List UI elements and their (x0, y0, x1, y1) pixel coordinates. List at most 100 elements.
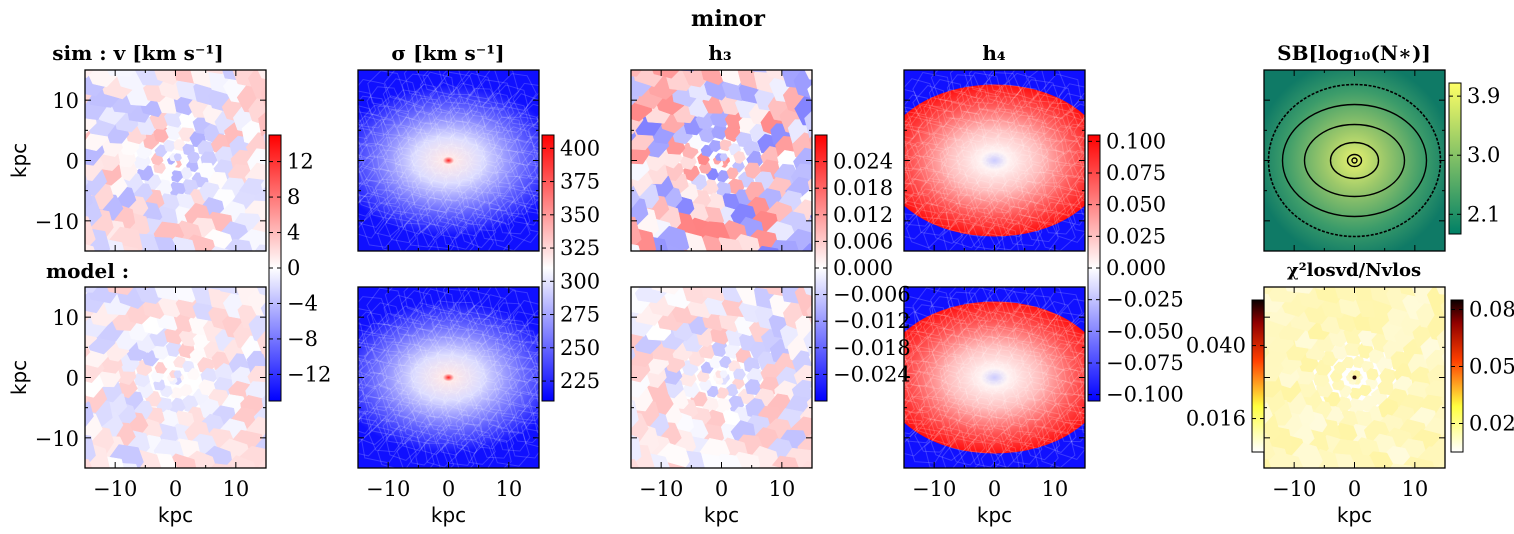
chi2-left-colorbar: 0.016 0.040 (1186, 299, 1265, 453)
h4-colorbar-tick-label: −0.025 (1106, 288, 1184, 312)
x-tick-label: 10 (768, 477, 795, 501)
vel-title: sim : v [km s⁻¹] (52, 41, 223, 65)
chi2-right-colorbar-bar (1450, 299, 1464, 453)
sigma-colorbar: 225 250 275 300 325 350 375 400 (541, 134, 600, 402)
sigma-colorbar-tick-label: 400 (560, 136, 600, 160)
y-tick-label: 0 (66, 367, 79, 391)
panel-ticks (1263, 286, 1446, 469)
h4-sim-map (903, 69, 1086, 252)
x-tick-label: 0 (988, 477, 1001, 501)
axes: −10 0 10 kpc −10 0 10 kpc −10 0 10 kpc −10 0 10 kpc −10 0… (7, 69, 1446, 527)
y-tick-label: −10 (35, 210, 79, 234)
y-tick-label: −10 (35, 427, 79, 451)
h4-title: h₄ (982, 41, 1006, 65)
x-tick-label: 0 (715, 477, 728, 501)
h4-colorbar-tick-label: 0.100 (1106, 129, 1166, 153)
panel-ticks (84, 286, 267, 469)
sigma-colorbar-tick-label: 375 (560, 170, 600, 194)
h3-colorbar-tick-label: 0.006 (833, 229, 893, 253)
map-panels (84, 69, 1446, 469)
x-tick-label: 10 (1041, 477, 1068, 501)
h4-model-map (903, 286, 1086, 469)
panel-ticks (357, 286, 540, 469)
x-axis-label: kpc (704, 503, 739, 527)
y-tick-label: 0 (66, 150, 79, 174)
h4-colorbar: −0.100 −0.075 −0.050 −0.025 0.000 0.025 0.050 0… (1087, 129, 1184, 407)
h3-colorbar-tick-label: 0.024 (833, 150, 893, 174)
h4-colorbar-tick-label: 0.000 (1106, 256, 1166, 280)
h3-colorbar-tick-label: −0.024 (833, 362, 911, 386)
sigma-colorbar-tick-label: 250 (560, 336, 600, 360)
vel-model-map (84, 286, 267, 469)
h4-colorbar-tick-label: −0.050 (1106, 319, 1184, 343)
h4-colorbar-tick-label: 0.025 (1106, 224, 1166, 248)
h4-colorbar-tick-label: −0.075 (1106, 351, 1184, 375)
x-axis-label: kpc (158, 503, 193, 527)
sb-colorbar: 2.1 3.0 3.9 (1448, 82, 1500, 235)
chi2-right-colorbar-tick-label: 0.08 (1469, 298, 1514, 322)
sb-contour (1351, 157, 1358, 164)
sigma-colorbar-tick-label: 275 (560, 303, 600, 327)
vel-colorbar-tick-label: −12 (287, 362, 331, 386)
x-tick-label: 0 (169, 477, 182, 501)
h3-model-map (630, 286, 813, 469)
vel-sim-map (84, 69, 267, 252)
vel-colorbar-tick-label: −4 (287, 291, 318, 315)
x-axis-label: kpc (1337, 503, 1372, 527)
x-tick-label: −10 (639, 477, 683, 501)
sb-contour (1281, 103, 1428, 218)
chi2-left-colorbar-bar (1251, 299, 1265, 453)
colorbars: −12 −8 −4 0 4 8 12 225 250 275 300 325 350 375 400 −0.0… (268, 82, 1514, 453)
sb-colorbar-tick-label: 2.1 (1467, 202, 1500, 226)
panel-ticks (903, 286, 1086, 469)
h3-sim-map (630, 69, 813, 252)
h3-colorbar-tick-label: −0.006 (833, 283, 911, 307)
vel-colorbar-tick-label: 8 (287, 185, 300, 209)
vel-colorbar: −12 −8 −4 0 4 8 12 (268, 134, 331, 402)
chi2-left-colorbar-tick-label: 0.016 (1186, 407, 1246, 431)
h4-colorbar-tick-label: 0.075 (1106, 161, 1166, 185)
chi2-left-colorbar-tick-label: 0.040 (1186, 334, 1246, 358)
vel-colorbar-tick-label: −8 (287, 327, 318, 351)
panel-ticks (630, 286, 813, 469)
h3-colorbar-tick-label: 0.018 (833, 176, 893, 200)
sigma-title: σ [km s⁻¹] (391, 41, 504, 65)
panel-ticks (903, 69, 1086, 252)
model-row-label: model : (46, 259, 129, 283)
y-tick-label: 10 (52, 89, 79, 113)
sb-contour (1346, 153, 1363, 168)
panel-ticks (84, 69, 267, 252)
h3-colorbar-tick-label: −0.012 (833, 309, 911, 333)
y-axis-label: kpc (7, 143, 31, 178)
sigma-colorbar-tick-label: 325 (560, 236, 600, 260)
sigma-colorbar-tick-label: 350 (560, 203, 600, 227)
h3-title: h₃ (708, 41, 731, 65)
chi2-map (1263, 286, 1446, 469)
sb-contour (1329, 141, 1380, 180)
chi2-title: χ²losvd/Nvlos (1287, 260, 1421, 281)
panel-ticks (357, 69, 540, 252)
chi2-right-colorbar-tick-label: 0.02 (1469, 412, 1514, 436)
h4-colorbar-tick-label: −0.100 (1106, 383, 1184, 407)
h3-colorbar-tick-label: 0.000 (833, 256, 893, 280)
sigma-sim-map (357, 69, 540, 252)
h3-colorbar-tick-label: −0.018 (833, 336, 911, 360)
y-tick-label: 10 (52, 306, 79, 330)
x-tick-label: 10 (1401, 477, 1428, 501)
h4-colorbar-tick-label: 0.050 (1106, 193, 1166, 217)
y-axis-label: kpc (7, 360, 31, 395)
sigma-colorbar-bar (541, 134, 555, 402)
x-tick-label: 10 (495, 477, 522, 501)
panel-ticks (1263, 69, 1446, 252)
x-tick-label: 0 (1348, 477, 1361, 501)
x-axis-label: kpc (977, 503, 1012, 527)
x-tick-label: −10 (912, 477, 956, 501)
chi2-right-colorbar-tick-label: 0.05 (1469, 355, 1514, 379)
vel-colorbar-tick-label: 12 (287, 150, 314, 174)
chi2-right-colorbar: 0.02 0.05 0.08 (1450, 298, 1514, 453)
x-tick-label: −10 (93, 477, 137, 501)
x-axis-label: kpc (431, 503, 466, 527)
h3-colorbar-tick-label: 0.012 (833, 203, 893, 227)
vel-colorbar-tick-label: 0 (287, 256, 300, 280)
